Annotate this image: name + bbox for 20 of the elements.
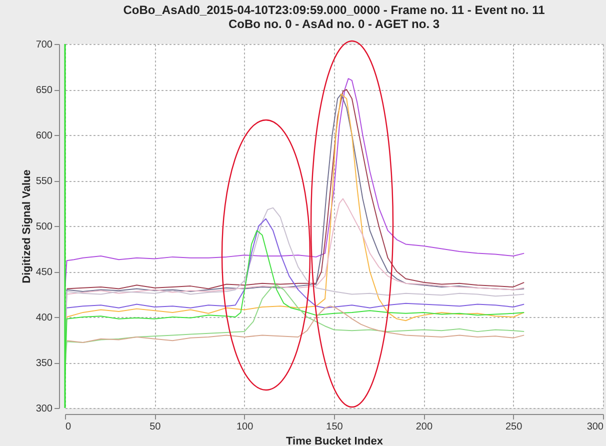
x-tick-label: 250 <box>505 422 523 432</box>
chart-subtitle: CoBo no. 0 - AsAd no. 0 - AGET no. 3 <box>228 17 440 31</box>
y-tick-label: 600 <box>36 130 53 142</box>
x-tick-label: 200 <box>416 422 433 432</box>
chart-title: CoBo_AsAd0_2015-04-10T23:09:59.000_0000 - Frame no. 11 - Event no. 11 <box>123 3 546 17</box>
y-tick-label: 550 <box>36 176 53 187</box>
x-tick-label: 50 <box>150 422 162 432</box>
y-tick-label: 300 <box>36 404 53 414</box>
y-tick-label: 500 <box>36 222 53 232</box>
y-tick-label: 650 <box>36 85 53 96</box>
y-tick-label: 450 <box>36 267 53 278</box>
x-tick-label: 300 <box>586 422 604 432</box>
y-axis-title: Digitized Signal Value <box>20 170 33 284</box>
x-tick-label: 0 <box>66 422 72 432</box>
x-tick-label: 100 <box>236 422 254 432</box>
y-tick-label: 400 <box>36 312 53 324</box>
x-axis-title: Time Bucket Index <box>286 436 384 446</box>
x-tick-label: 150 <box>326 422 344 432</box>
y-tick-label: 700 <box>36 40 53 50</box>
y-tick-label: 350 <box>36 358 53 369</box>
